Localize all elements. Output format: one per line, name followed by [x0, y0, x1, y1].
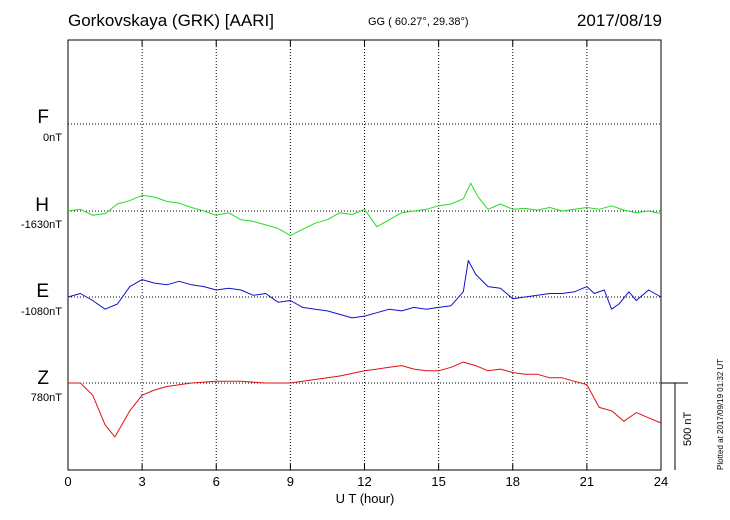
station-coordinates: GG ( 60.27°, 29.38°) — [368, 16, 469, 28]
x-tick-label: 9 — [286, 474, 294, 489]
baseline-label-z: 780nT — [30, 392, 62, 404]
date-label: 2017/08/19 — [576, 11, 662, 30]
x-ticks — [67, 40, 662, 470]
scale-bar — [661, 382, 688, 470]
x-tick-label: 3 — [138, 474, 146, 489]
series-line-z — [68, 361, 662, 438]
scale-bar-label: 500 nT — [682, 411, 694, 446]
station-title: Gorkovskaya (GRK) [AARI] — [68, 11, 274, 30]
x-tick-label: 6 — [212, 474, 220, 489]
component-label-z: Z — [37, 368, 49, 389]
series-line-h — [67, 182, 662, 236]
plotted-timestamp: Plotted at 2017/09/19 01:32 UT — [716, 358, 725, 470]
component-label-f: F — [37, 107, 49, 128]
series-line-e — [67, 260, 662, 319]
component-label-h: H — [35, 195, 49, 216]
x-tick-label: 18 — [505, 474, 520, 489]
plot-frame — [67, 39, 662, 471]
vertical-grid — [141, 40, 588, 470]
baseline-label-h: -1630nT — [21, 219, 62, 231]
x-tick-label: 15 — [431, 474, 446, 489]
baseline-label-f: 0nT — [43, 132, 62, 144]
x-tick-label: 21 — [579, 474, 595, 489]
x-tick-label: 12 — [357, 474, 372, 489]
x-tick-label: 24 — [653, 474, 669, 489]
component-label-e: E — [36, 281, 49, 302]
baseline-label-e: -1080nT — [21, 306, 62, 318]
x-axis-label: U T (hour) — [335, 491, 395, 506]
series-lines — [67, 182, 662, 438]
x-tick-label: 0 — [64, 474, 72, 489]
